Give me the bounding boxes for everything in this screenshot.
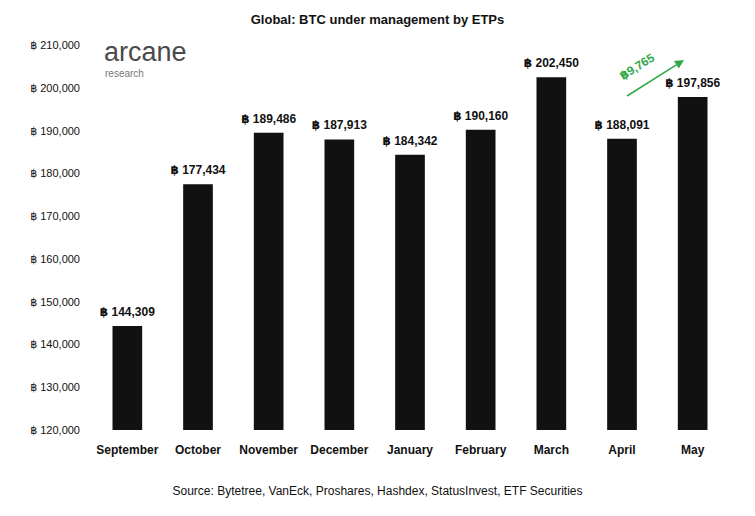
svg-text:฿ 144,309: ฿ 144,309 (100, 305, 155, 319)
svg-text:฿ 170,000: ฿ 170,000 (30, 210, 80, 222)
svg-text:฿ 202,450: ฿ 202,450 (524, 56, 579, 70)
svg-text:฿ 184,342: ฿ 184,342 (382, 134, 437, 148)
svg-text:฿ 188,091: ฿ 188,091 (594, 118, 649, 132)
svg-text:฿ 120,000: ฿ 120,000 (30, 424, 80, 436)
svg-text:฿ 177,434: ฿ 177,434 (170, 163, 225, 177)
svg-text:฿ 130,000: ฿ 130,000 (30, 381, 80, 393)
svg-text:฿ 210,000: ฿ 210,000 (30, 39, 80, 51)
svg-text:฿ 140,000: ฿ 140,000 (30, 338, 80, 350)
svg-text:December: December (310, 443, 368, 457)
svg-text:January: January (387, 443, 433, 457)
svg-text:฿ 189,486: ฿ 189,486 (241, 112, 296, 126)
svg-text:฿ 160,000: ฿ 160,000 (30, 253, 80, 265)
svg-text:October: October (175, 443, 221, 457)
svg-text:฿ 190,000: ฿ 190,000 (30, 125, 80, 137)
svg-text:February: February (455, 443, 507, 457)
svg-text:Source: Bytetree, VanEck, Pros: Source: Bytetree, VanEck, Proshares, Has… (173, 484, 583, 498)
svg-text:฿ 190,160: ฿ 190,160 (453, 109, 508, 123)
svg-text:฿ 187,913: ฿ 187,913 (312, 118, 367, 132)
svg-text:April: April (608, 443, 635, 457)
svg-text:March: March (534, 443, 569, 457)
svg-text:Global: BTC under management b: Global: BTC under management by ETPs (251, 12, 505, 27)
svg-text:฿9,765: ฿9,765 (617, 50, 657, 82)
svg-text:September: September (96, 443, 158, 457)
svg-text:May: May (681, 443, 705, 457)
svg-text:research: research (105, 68, 144, 79)
svg-text:฿ 180,000: ฿ 180,000 (30, 167, 80, 179)
svg-text:November: November (239, 443, 298, 457)
svg-text:฿ 150,000: ฿ 150,000 (30, 296, 80, 308)
svg-text:฿ 197,856: ฿ 197,856 (665, 76, 720, 90)
svg-text:฿ 200,000: ฿ 200,000 (30, 82, 80, 94)
svg-text:arcane: arcane (104, 37, 187, 67)
